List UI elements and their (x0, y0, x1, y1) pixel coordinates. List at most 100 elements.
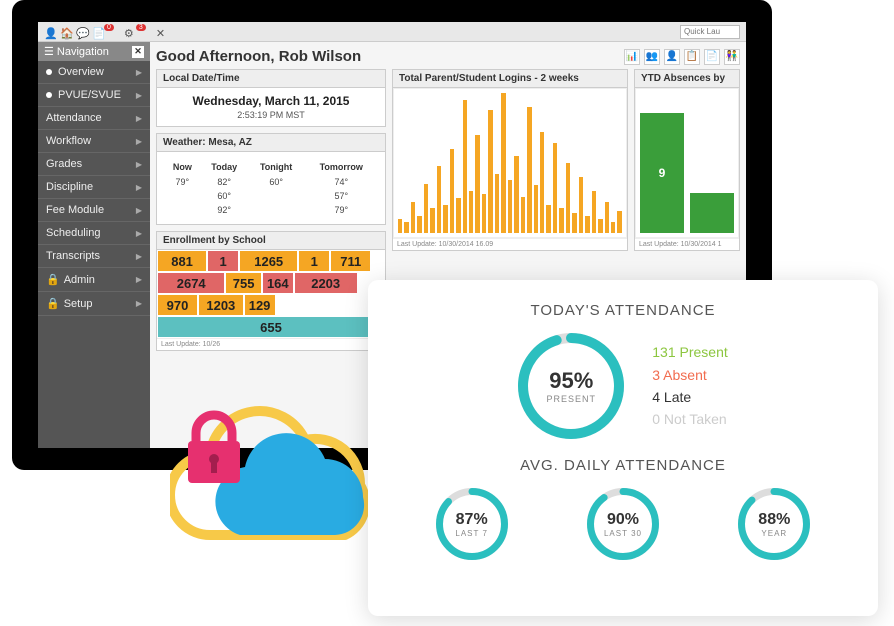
login-bar (527, 107, 531, 233)
panel-title: Local Date/Time (157, 70, 385, 88)
sidebar-item[interactable]: Transcripts▶ (38, 245, 150, 268)
tool-icon[interactable]: 📋 (684, 49, 700, 65)
enroll-cell[interactable]: 711 (330, 250, 371, 272)
enroll-cell[interactable]: 129 (244, 294, 276, 316)
tool-icon[interactable]: 👫 (724, 49, 740, 65)
login-bar (424, 184, 428, 233)
login-bar (534, 185, 538, 233)
login-bar (514, 156, 518, 233)
enroll-cell[interactable]: 970 (157, 294, 198, 316)
panel-footer: Last Update: 10/30/2014 1 (635, 238, 739, 250)
tool-icon[interactable]: 📄 (704, 49, 720, 65)
close-icon[interactable]: ✕ (132, 46, 144, 58)
mini-donut: 88%YEAR (738, 488, 810, 560)
donut-pct: 90% (607, 511, 639, 529)
gear-icon[interactable]: ⚙ (124, 27, 134, 37)
legend-item: 0 Not Taken (652, 408, 728, 430)
enroll-cell[interactable]: 655 (157, 316, 385, 338)
chevron-right-icon: ▶ (136, 68, 142, 77)
panel-title: Enrollment by School (157, 232, 385, 250)
chevron-right-icon: ▶ (136, 91, 142, 100)
logins-panel: Total Parent/Student Logins - 2 weeks La… (392, 69, 628, 251)
wx-cell: 92° (202, 204, 247, 216)
wx-col: Tomorrow (306, 160, 377, 174)
login-bar (456, 198, 460, 233)
login-bar (398, 219, 402, 233)
sidebar-item[interactable]: Overview▶ (38, 61, 150, 84)
sidebar-item-label: PVUE/SVUE (58, 89, 136, 101)
login-bar (443, 205, 447, 233)
ytd-bar (690, 193, 734, 233)
tool-icon[interactable]: 👤 (664, 49, 680, 65)
donut-sub: LAST 7 (455, 529, 488, 538)
sidebar-item[interactable]: 🔒Admin▶ (38, 268, 150, 292)
sidebar-item-label: Scheduling (46, 227, 136, 239)
panel-title: Weather: Mesa, AZ (157, 134, 385, 152)
panel-title: Total Parent/Student Logins - 2 weeks (393, 70, 627, 88)
donut-pct: 95% (549, 368, 593, 394)
chevron-right-icon: ▶ (136, 206, 142, 215)
legend-item: 3 Absent (652, 364, 728, 386)
enroll-cell[interactable]: 164 (262, 272, 294, 294)
sidebar-item[interactable]: Attendance▶ (38, 107, 150, 130)
quick-launch-input[interactable] (680, 25, 740, 39)
attendance-card: TODAY'S ATTENDANCE 95%PRESENT 131 Presen… (368, 280, 878, 616)
ytd-bar: 9 (640, 113, 684, 233)
enroll-cell[interactable]: 881 (157, 250, 207, 272)
panel-footer: Last Update: 10/26 (157, 338, 385, 350)
login-bar (598, 219, 602, 233)
lock-icon: 🔒 (46, 297, 60, 310)
bell-icon[interactable]: 📄 (92, 27, 102, 37)
enroll-cell[interactable]: 2203 (294, 272, 358, 294)
sidebar-item-label: Discipline (46, 181, 136, 193)
chevron-right-icon: ▶ (136, 299, 142, 308)
chat-icon[interactable]: 💬 (76, 27, 86, 37)
sidebar-item[interactable]: Grades▶ (38, 153, 150, 176)
login-bar (463, 100, 467, 233)
enroll-cell[interactable]: 1 (298, 250, 330, 272)
notif-badge: 0 (104, 24, 114, 31)
ytd-panel: YTD Absences by 9 Last Update: 10/30/201… (634, 69, 740, 251)
nav-header: ☰ Navigation ✕ (38, 42, 150, 61)
attendance-donut: 95%PRESENT (518, 333, 624, 439)
attendance-legend: 131 Present3 Absent4 Late0 Not Taken (652, 341, 728, 431)
donut-sub: PRESENT (546, 394, 596, 404)
tool-icon[interactable]: 👥 (644, 49, 660, 65)
sidebar: ☰ Navigation ✕ Overview▶PVUE/SVUE▶Attend… (38, 42, 150, 448)
user-icon[interactable]: 👤 (44, 27, 54, 37)
tool-icon[interactable]: 📊 (624, 49, 640, 65)
cloud-lock-icon (170, 395, 400, 575)
enroll-cell[interactable]: 755 (225, 272, 261, 294)
enroll-cell[interactable]: 2674 (157, 272, 225, 294)
chevron-right-icon: ▶ (136, 137, 142, 146)
wx-cell: 79° (165, 176, 200, 188)
sidebar-item[interactable]: 🔒Setup▶ (38, 292, 150, 316)
donut-pct: 87% (456, 511, 488, 529)
sidebar-item[interactable]: Workflow▶ (38, 130, 150, 153)
settings-icon[interactable]: ✕ (156, 27, 166, 37)
sidebar-item-label: Fee Module (46, 204, 136, 216)
login-bar (450, 149, 454, 233)
wx-cell (249, 190, 304, 202)
donut-sub: LAST 30 (604, 529, 642, 538)
sidebar-item[interactable]: PVUE/SVUE▶ (38, 84, 150, 107)
wx-cell (249, 204, 304, 216)
enroll-cell[interactable]: 1203 (198, 294, 244, 316)
card-title: AVG. DAILY ATTENDANCE (396, 457, 850, 474)
home-icon[interactable]: 🏠 (60, 27, 70, 37)
legend-item: 4 Late (652, 386, 728, 408)
chevron-right-icon: ▶ (136, 252, 142, 261)
enroll-cell[interactable]: 1 (207, 250, 239, 272)
sidebar-item[interactable]: Fee Module▶ (38, 199, 150, 222)
notif-badge-2: 3 (136, 24, 146, 31)
login-bar (469, 191, 473, 233)
nav-title: Navigation (57, 46, 109, 58)
enrollment-panel: Enrollment by School 8811126517112674755… (156, 231, 386, 351)
sidebar-item-label: Workflow (46, 135, 136, 147)
wx-col: Now (165, 160, 200, 174)
wx-cell: 79° (306, 204, 377, 216)
enroll-cell[interactable]: 1265 (239, 250, 298, 272)
login-bar (617, 211, 621, 233)
sidebar-item[interactable]: Discipline▶ (38, 176, 150, 199)
sidebar-item[interactable]: Scheduling▶ (38, 222, 150, 245)
